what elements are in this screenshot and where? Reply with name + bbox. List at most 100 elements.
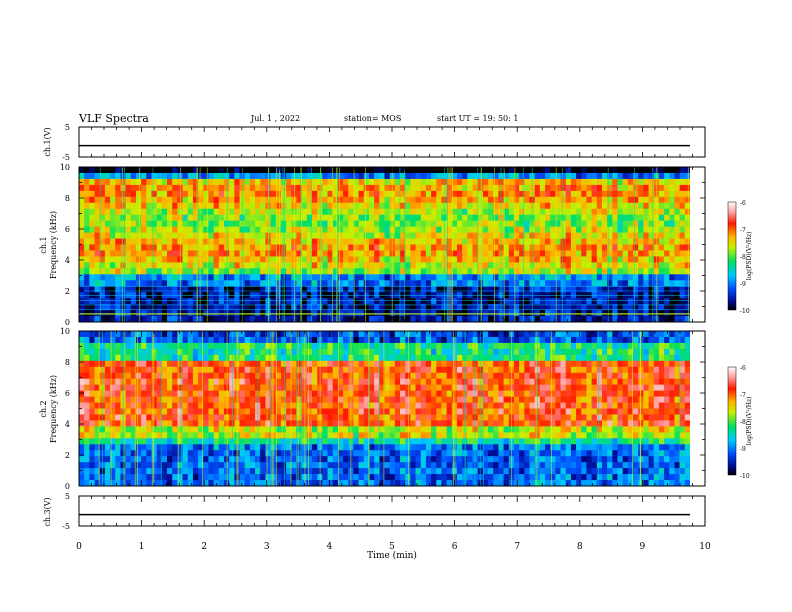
- ch1-spectrogram-cell: [141, 286, 147, 293]
- ch2-spectrogram-cell: [275, 474, 282, 481]
- ch2-spectrogram-cell: [104, 372, 111, 380]
- ch1-spectrogram-cell: [684, 244, 690, 251]
- ch1-spectrogram-cell: [467, 208, 473, 216]
- ch1-spectrogram-cell: [472, 280, 479, 287]
- ch1-spectrogram-cell: [115, 202, 121, 210]
- ch1-spectrogram-cell: [99, 316, 106, 322]
- ch2-spectrogram-cell: [353, 366, 360, 374]
- ch1-spectrogram-cell: [420, 220, 427, 228]
- ch1-spectrogram-cell: [167, 304, 173, 311]
- ch1-spectrogram-cell: [120, 208, 126, 216]
- ch1-spectrogram-cell: [503, 304, 510, 311]
- ch1-spectrogram-cell: [431, 268, 437, 275]
- ch1-spectrogram-cell: [581, 304, 587, 311]
- ch2-spectrogram-cell: [208, 384, 215, 392]
- ch1-spectrogram-cell: [213, 167, 220, 174]
- ch1-spectrogram-cell: [141, 274, 147, 281]
- ch1-spectrogram-cell: [146, 262, 152, 269]
- ch2-spectrogram-cell: [368, 474, 375, 481]
- ch1-spectrogram-cell: [156, 286, 163, 293]
- ch1-spectrogram-cell: [358, 238, 365, 245]
- ch1-spectrogram-cell: [513, 232, 520, 239]
- ch2-spectrogram-cell: [218, 342, 225, 350]
- ch1-spectrogram-cell: [545, 196, 551, 204]
- ch1-spectrogram-cell: [638, 226, 644, 233]
- ch1-spectrogram-cell: [555, 202, 561, 210]
- ch1-spectrogram-cell: [658, 280, 665, 287]
- ch2-spectrogram-cell: [203, 384, 209, 392]
- ch1-spectrogram-cell: [658, 167, 665, 174]
- ch1-spectrogram-cell: [84, 316, 90, 322]
- ch1-spectrogram-cell: [581, 232, 587, 239]
- ch2-spectrogram-cell: [249, 336, 256, 344]
- ch1-spectrogram-cell: [146, 316, 152, 322]
- ch1-spectrogram-cell: [508, 167, 515, 174]
- ch2-spectrogram-cell: [104, 336, 111, 344]
- ch1-spectrogram-cell: [270, 226, 277, 233]
- ch1-spectrogram-cell: [306, 226, 313, 233]
- ch2-spectrogram-cell: [332, 444, 339, 451]
- ch1-spectrogram-cell: [327, 167, 334, 174]
- ch2-spectrogram-cell: [389, 360, 396, 368]
- ch1-spectrogram-cell: [545, 226, 551, 233]
- ch2-spectrogram-cell: [332, 360, 339, 368]
- ch2-spectrogram-cell: [203, 396, 209, 403]
- ch1-spectrogram-cell: [84, 304, 90, 311]
- ch1-spectrogram-cell: [664, 286, 670, 293]
- ch1-spectrogram-cell: [374, 226, 380, 233]
- ch1-spectrogram-cell: [192, 232, 199, 239]
- ch1-spectrogram-cell: [115, 244, 121, 251]
- ch1-spectrogram-cell: [638, 178, 644, 186]
- ch1-spectrogram-cell: [286, 167, 292, 174]
- ch2-spectrogram-cell: [394, 462, 401, 469]
- ch1-spectrogram-cell: [332, 190, 339, 198]
- ch1-spectrogram-cell: [394, 190, 401, 198]
- ch2-spectrogram-cell: [374, 450, 380, 457]
- ch1-spectrogram-cell: [156, 167, 163, 174]
- ch2-spectrogram-cell: [192, 384, 199, 392]
- ch1-spectrogram-cell: [503, 220, 510, 228]
- ch1-spectrogram-cell: [684, 262, 690, 269]
- ch2-spectrogram-cell: [135, 462, 142, 469]
- ch1-spectrogram-cell: [472, 220, 479, 228]
- ch1-spectrogram-cell: [187, 184, 194, 192]
- ch2-spectrogram-cell: [327, 474, 334, 481]
- ch1-spectrogram-cell: [451, 232, 458, 239]
- ch1-spectrogram-cell: [658, 286, 665, 293]
- ch2-spectrogram-cell: [161, 414, 168, 421]
- ch1-spectrogram-cell: [218, 226, 225, 233]
- ch1-spectrogram-cell: [524, 184, 530, 192]
- ch1-spectrogram-cell: [493, 214, 499, 222]
- ch1-spectrogram-cell: [229, 262, 235, 269]
- ch1-spectrogram-cell: [394, 226, 401, 233]
- ch2-spectrogram-cell: [332, 432, 339, 439]
- ch1-spectrogram-cell: [110, 220, 116, 228]
- ch2-spectrogram-cell: [213, 378, 220, 386]
- ch2-spectrogram-cell: [343, 390, 349, 397]
- ch1-spectrogram-cell: [591, 226, 598, 233]
- ch1-spectrogram-cell: [89, 262, 95, 269]
- ch1-spectrogram-cell: [643, 202, 649, 210]
- ch1-spectrogram-cell: [172, 316, 178, 322]
- ch2-spectrogram-cell: [89, 414, 95, 421]
- ch1-spectrogram-cell: [99, 286, 106, 293]
- ch1-spectrogram-cell: [286, 250, 292, 257]
- ch1-spectrogram-cell: [203, 268, 209, 275]
- ch1-spectrogram-cell: [203, 316, 209, 322]
- ch1-spectrogram-cell: [151, 262, 158, 269]
- ch1-spectrogram-cell: [503, 286, 510, 293]
- ch1-spectrogram-cell: [472, 202, 479, 210]
- ch1-spectrogram-cell: [436, 208, 442, 216]
- ch2-spectrogram-cell: [94, 414, 101, 421]
- ch1-spectrogram-cell: [420, 202, 427, 210]
- ch1-spectrogram-cell: [570, 220, 577, 228]
- ch2-spectrogram-cell: [84, 456, 90, 463]
- ch1-spectrogram-cell: [244, 172, 251, 180]
- ch1-spectrogram-cell: [596, 220, 603, 228]
- ch1-spectrogram-cell: [208, 298, 215, 305]
- ch1-spectrogram-cell: [394, 250, 401, 257]
- ch2-spectrogram-cell: [198, 462, 204, 469]
- ch2-spectrogram-cell: [161, 426, 168, 433]
- ch1-spectrogram-cell: [244, 268, 251, 275]
- ch1-spectrogram-cell: [664, 238, 670, 245]
